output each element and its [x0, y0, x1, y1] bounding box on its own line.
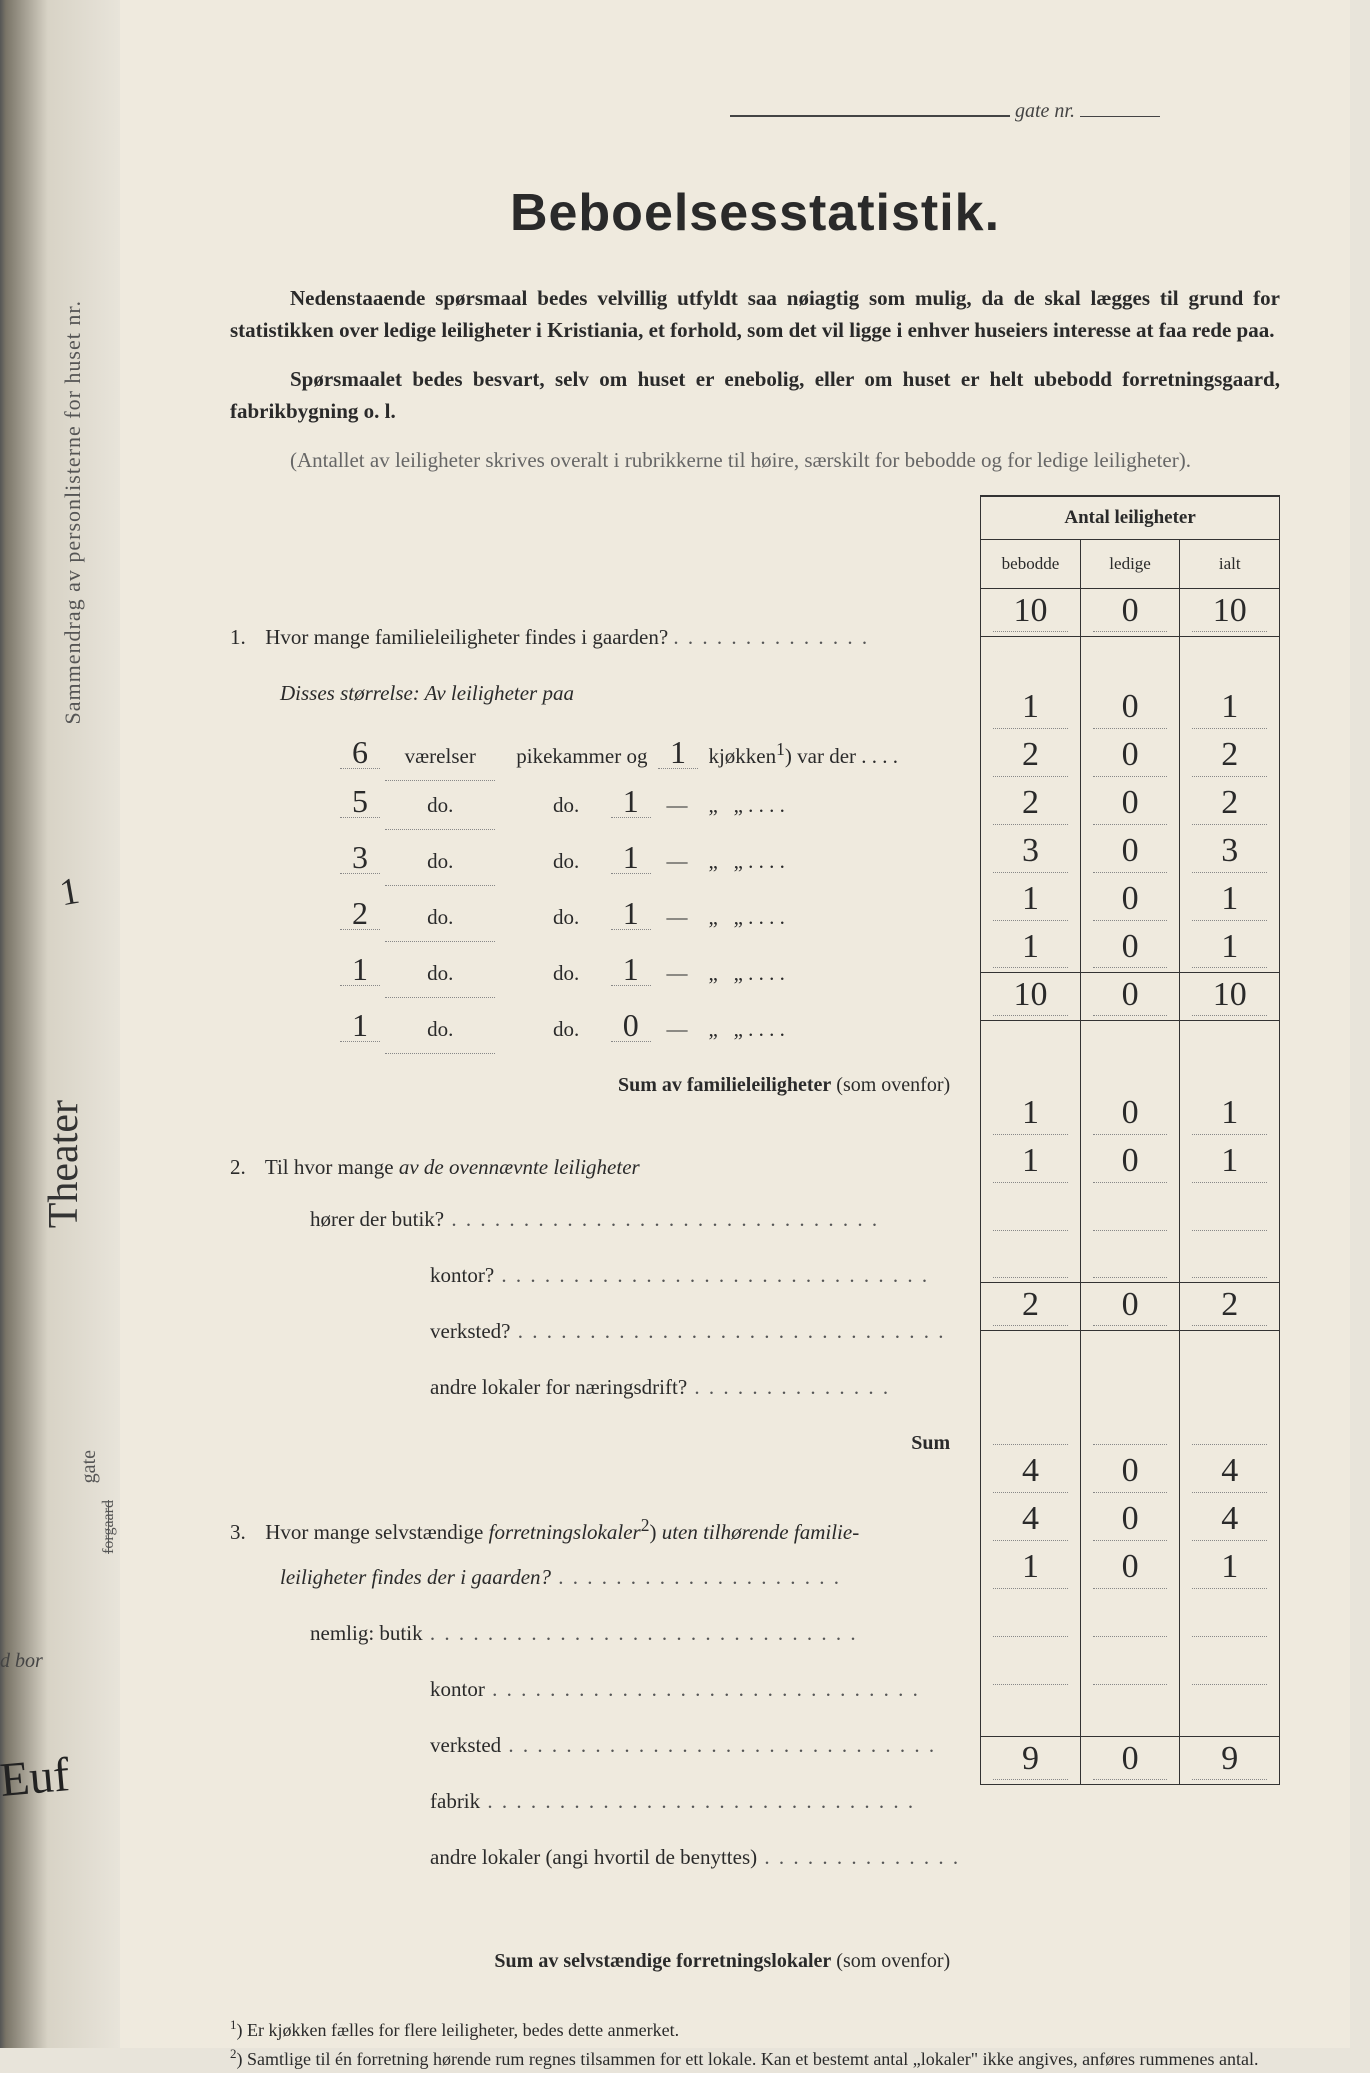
values-column: Antal leiligheter bebodde ledige ialt 10… — [980, 495, 1280, 1985]
q3-line1: 3. Hvor mange selvstændige forretningslo… — [230, 1505, 960, 1545]
questions-column: 1. Hvor mange familieleiligheter findes … — [230, 495, 980, 1985]
q1-row-6: 1 0 1 — [980, 925, 1280, 973]
page-title: Beboelsesstatistik. — [230, 183, 1280, 243]
margin-scribble: Euf — [0, 1747, 72, 1808]
q2-kontor-row: 1 0 1 — [980, 1139, 1280, 1187]
q2-sum-row: 2 0 2 — [980, 1283, 1280, 1331]
col-ledige: ledige — [1081, 540, 1181, 588]
d-bor-fragment: d bor — [0, 1650, 43, 1673]
spacer — [980, 1361, 1280, 1401]
footnote-1: 1) Er kjøkken fælles for flere leilighet… — [230, 2015, 1280, 2044]
gate-nr-line: gate nr. — [230, 100, 1280, 123]
footnotes: 1) Er kjøkken fælles for flere leilighet… — [230, 2015, 1280, 2073]
q1-subtext: Disses størrelse: Av leiligheter paa — [230, 669, 960, 717]
spacer — [980, 1051, 1280, 1091]
q3-kontor: kontor — [230, 1665, 960, 1713]
q1-room-row-2: 3 do. do. 1 — „ „ . . . . — [230, 837, 960, 885]
q3-fabrik-row — [980, 1593, 1280, 1641]
spacer — [980, 1331, 1280, 1361]
q1-sum-row: 10 0 10 — [980, 973, 1280, 1021]
q3-andre-row — [980, 1641, 1280, 1689]
spacer — [980, 637, 1280, 685]
q3-verksted: verksted — [230, 1721, 960, 1769]
q2-line1: 2. Til hvor mange av de ovennævnte leili… — [230, 1147, 960, 1187]
q1-row-2: 2 0 2 — [980, 733, 1280, 781]
table-header-title: Antal leiligheter — [981, 497, 1279, 540]
q3-sum-label: Sum av selvstændige forretningslokaler (… — [230, 1937, 960, 1985]
q1-room-row-3: 2 do. do. 1 — „ „ . . . . — [230, 893, 960, 941]
sidebar-vertical-text: Sammendrag av personlisterne for huset n… — [60, 300, 86, 724]
q2-butik-row: 1 0 1 — [980, 1091, 1280, 1139]
q1-sum-label: Sum av familieleiligheter (som ovenfor) — [230, 1061, 960, 1109]
street-name-script: Theater — [40, 1100, 88, 1228]
table-header: Antal leiligheter bebodde ledige ialt — [980, 495, 1280, 589]
q1-room-row-5: 1 do. do. 0 — „ „ . . . . — [230, 1005, 960, 1053]
q1-room-row-0: 6 værelser pikekammer og 1 kjøkken1) var… — [230, 725, 960, 773]
content-grid: 1. Hvor mange familieleiligheter findes … — [230, 495, 1280, 1985]
q3-andre: andre lokaler (angi hvortil de benyttes) — [230, 1833, 960, 1881]
intro-p3: (Antallet av leiligheter skrives overalt… — [230, 445, 1280, 477]
q1-room-row-1: 5 do. do. 1 — „ „ . . . . — [230, 781, 960, 829]
q3-top-row — [980, 1401, 1280, 1449]
intro-p2: Spørsmaalet bedes besvart, selv om huset… — [230, 364, 1280, 427]
q1-row-4: 3 0 3 — [980, 829, 1280, 877]
q3-fabrik: fabrik — [230, 1777, 960, 1825]
q3-butik: nemlig: butik — [230, 1609, 960, 1657]
q1-row-1: 1 0 1 — [980, 685, 1280, 733]
intro-p1: Nedenstaaende spørsmaal bedes velvillig … — [230, 283, 1280, 346]
q3-kontor-row: 4 0 4 — [980, 1497, 1280, 1545]
q2-andre-row — [980, 1235, 1280, 1283]
q1-line: 1. Hvor mange familieleiligheter findes … — [230, 613, 960, 661]
forgaard-label: forgaard — [100, 1500, 118, 1554]
q2-andre: andre lokaler for næringsdrift? — [230, 1363, 960, 1411]
col-bebodde: bebodde — [981, 540, 1081, 588]
q2-butik: hører der butik? — [230, 1195, 960, 1243]
q3-butik-row: 4 0 4 — [980, 1449, 1280, 1497]
q1-row-5: 1 0 1 — [980, 877, 1280, 925]
q2-verksted: verksted? — [230, 1307, 960, 1355]
q2-verksted-row — [980, 1187, 1280, 1235]
spacer — [980, 1021, 1280, 1051]
q3-verksted-row: 1 0 1 — [980, 1545, 1280, 1593]
document-page: gate nr. Beboelsesstatistik. Nedenstaaen… — [120, 0, 1350, 2048]
q1-total-row: 10 0 10 — [980, 589, 1280, 637]
gate-word-vertical: gate — [78, 1450, 101, 1483]
q1-row-3: 2 0 2 — [980, 781, 1280, 829]
q3-sum-row: 9 0 9 — [980, 1737, 1280, 1785]
q2-sum-label: Sum — [230, 1419, 960, 1467]
q2-kontor: kontor? — [230, 1251, 960, 1299]
q1-room-row-4: 1 do. do. 1 — „ „ . . . . — [230, 949, 960, 997]
q3-line2: leiligheter findes der i gaarden? — [230, 1553, 960, 1601]
spacer — [980, 1689, 1280, 1737]
col-ialt: ialt — [1180, 540, 1279, 588]
